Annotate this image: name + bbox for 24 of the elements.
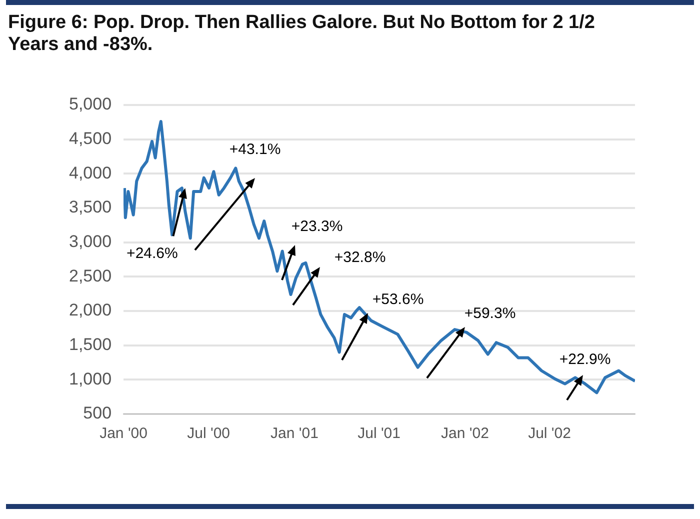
annotation: +22.9% xyxy=(559,351,611,368)
y-tick-label: 2,000 xyxy=(68,300,112,320)
y-tick-label: 1,500 xyxy=(68,335,112,354)
y-tick-label: 3,000 xyxy=(68,232,112,252)
y-tick-label: 3,500 xyxy=(68,198,112,217)
y-tick-label: 4,000 xyxy=(68,163,112,182)
x-tick-label: Jul '01 xyxy=(358,425,400,442)
annotation: +43.1% xyxy=(229,141,281,158)
annotation: +53.6% xyxy=(372,291,424,308)
x-tick-label: Jul '02 xyxy=(528,425,571,442)
x-tick-label: Jan '01 xyxy=(270,425,318,442)
y-tick-label: 500 xyxy=(83,404,112,423)
x-tick-label: Jan '02 xyxy=(441,425,489,442)
y-tick-label: 1,000 xyxy=(68,369,112,388)
y-tick-label: 4,500 xyxy=(68,129,112,148)
annotation: +23.3% xyxy=(291,218,343,236)
y-tick-label: 2,500 xyxy=(68,266,112,286)
annotation: +59.3% xyxy=(464,305,516,322)
x-tick-label: Jul '00 xyxy=(187,425,230,442)
annotation: +32.8% xyxy=(334,249,386,266)
chart-title: Figure 6: Pop. Drop. Then Rallies Galore. But No Bottom for 2 1/2 Years and -83%. xyxy=(8,12,596,56)
y-tick-label: 5,000 xyxy=(68,94,112,114)
x-tick-label: Jan '00 xyxy=(100,425,148,442)
annotation: +24.6% xyxy=(126,245,178,262)
